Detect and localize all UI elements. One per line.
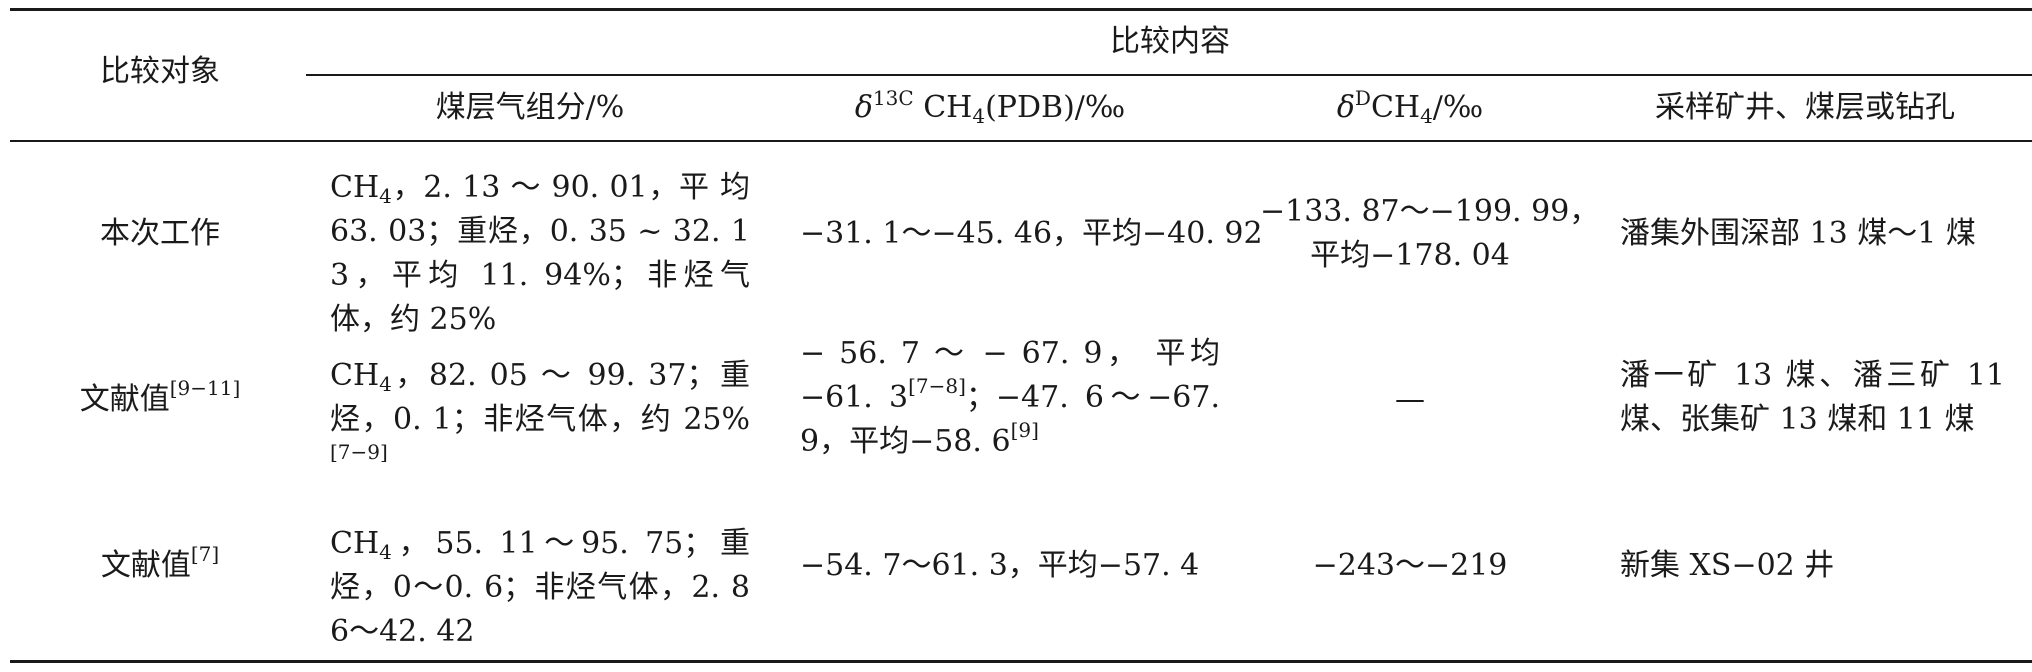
gas-ch: CH <box>330 526 380 561</box>
row-object-ref: [7] <box>190 542 220 566</box>
c13-ref-2: [9] <box>1010 418 1039 442</box>
gas-subscript: 4 <box>379 372 392 396</box>
d-superscript: D <box>1354 86 1371 110</box>
header-col-d: δDCH4/‰ <box>1260 86 1560 130</box>
row-3-sample: 新集 XS−02 井 <box>1620 548 1835 583</box>
c13-ref-1: [7−8] <box>908 374 966 398</box>
row-object-label: 文献值 <box>100 548 191 583</box>
d-line-1: — <box>1395 382 1425 417</box>
c13-unit: (PDB)/‰ <box>985 90 1126 125</box>
row-3-gas: CH4，55. 11～95. 75；重烃，0～0. 6；非烃气体，2. 86～4… <box>330 522 750 654</box>
c13-ch: CH <box>913 90 973 125</box>
row-object-ref: [9−11] <box>169 376 241 400</box>
d-line-2: 平均−178. 04 <box>1310 238 1510 273</box>
d-line-1: −243～−219 <box>1312 548 1508 583</box>
row-1-c13: −31. 1～−45. 46，平均−40. 92 <box>800 212 1263 256</box>
d-subscript: 4 <box>1420 104 1433 128</box>
delta-symbol: δ <box>1336 90 1355 125</box>
table-bottom-rule <box>10 660 2032 663</box>
gas-ch: CH <box>330 358 380 393</box>
header-bottom-rule <box>10 140 2032 142</box>
gas-ch: CH <box>330 170 380 205</box>
row-2-d: — <box>1260 378 1560 422</box>
header-sub-rule <box>306 74 2032 76</box>
row-1-sample: 潘集外围深部 13 煤～1 煤 <box>1620 216 1976 251</box>
row-3-c13: −54. 7～61. 3，平均−57. 4 <box>800 544 1220 588</box>
c13-text-1: − 56. 7 ～ − 67. 9， 平均 −61. 3 <box>800 336 1220 415</box>
header-compare-object: 比较对象 <box>100 54 220 89</box>
c13-subscript: 4 <box>972 104 986 128</box>
row-1-object: 本次工作 <box>60 212 260 256</box>
row-object-label: 文献值 <box>79 382 170 417</box>
row-2-object: 文献值[9−11] <box>60 378 260 422</box>
row-2-sample: 潘一矿 13 煤、潘三矿 11 煤、张集矿 13 煤和 11 煤 <box>1620 358 2005 437</box>
row-1-d: −133. 87～−199. 99， 平均−178. 04 <box>1260 190 1600 278</box>
c13-text-2: ；−47. 6～−67. 9，平均−58. 6 <box>800 380 1220 459</box>
gas-text: ，2. 13 ～ 90. 01，平 均 63. 03；重烃，0. 35 ~ 32… <box>330 170 750 337</box>
row-1-gas: CH4，2. 13 ～ 90. 01，平 均 63. 03；重烃，0. 35 ~… <box>330 166 750 342</box>
header-col-gas: 煤层气组分/% <box>435 90 625 125</box>
gas-text: ，82. 05 ～ 99. 37；重 烃，0. 1；非烃气体，约 25% <box>330 358 750 437</box>
gas-text: ，55. 11～95. 75；重烃，0～0. 6；非烃气体，2. 86～42. … <box>330 526 750 649</box>
row-3-d: −243～−219 <box>1260 544 1560 588</box>
row-3-object: 文献值[7] <box>60 544 260 588</box>
delta-symbol: δ <box>854 90 873 125</box>
header-compare-content: 比较内容 <box>1110 24 1230 59</box>
header-col-c13: δ13C CH4(PDB)/‰ <box>780 86 1200 130</box>
row-2-gas: CH4，82. 05 ～ 99. 37；重 烃，0. 1；非烃气体，约 25% [… <box>330 354 750 486</box>
c13-superscript: 13C <box>872 86 914 110</box>
row-2-c13: − 56. 7 ～ − 67. 9， 平均 −61. 3[7−8]；−47. 6… <box>800 332 1220 464</box>
gas-ref: [7−9] <box>330 440 388 464</box>
d-unit: /‰ <box>1432 90 1484 125</box>
header-col-sample: 采样矿井、煤层或钻孔 <box>1655 90 1955 125</box>
gas-subscript: 4 <box>379 540 392 564</box>
c13-text: −54. 7～61. 3，平均−57. 4 <box>800 548 1200 583</box>
gas-subscript: 4 <box>379 184 392 208</box>
row-object-label: 本次工作 <box>100 216 220 251</box>
d-ch: CH <box>1370 90 1421 125</box>
d-line-1: −133. 87～−199. 99， <box>1260 194 1600 229</box>
table-top-rule <box>10 8 2032 11</box>
c13-text: −31. 1～−45. 46，平均−40. 92 <box>800 216 1263 251</box>
